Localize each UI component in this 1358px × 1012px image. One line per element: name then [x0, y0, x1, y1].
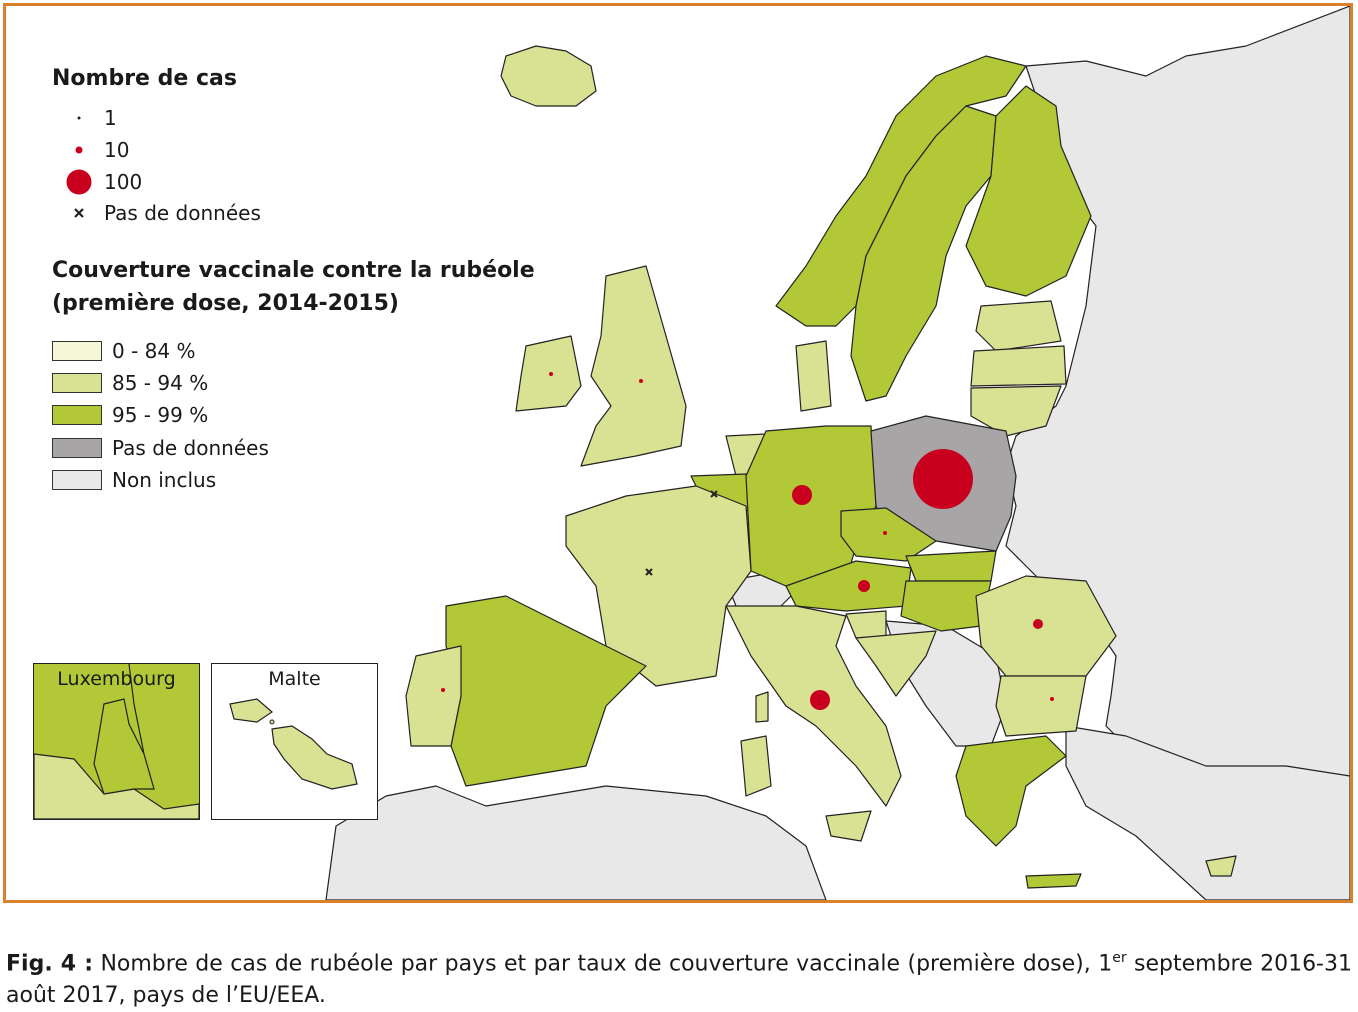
case-markers	[441, 372, 1054, 710]
country-iceland	[500, 45, 597, 107]
country-cyprus	[1205, 855, 1237, 877]
coverage-legend-title-line2: (première dose, 2014-2015)	[52, 291, 399, 316]
country-greece	[955, 735, 1067, 847]
country-estonia	[975, 300, 1062, 352]
inset-luxembourg-title: Luxembourg	[57, 668, 176, 690]
country-corsica	[755, 691, 769, 723]
country-norway	[775, 55, 1027, 327]
case-dot-uk	[639, 379, 643, 383]
coverage-legend-label: Pas de données	[112, 436, 269, 460]
coverage-legend-label: 85 - 94 %	[112, 371, 209, 395]
swatch-no-data	[52, 438, 102, 458]
country-sicily	[825, 810, 872, 842]
luxembourg-inset-map	[34, 664, 199, 819]
inset-malta: Malte	[211, 663, 378, 820]
dot-small-icon	[77, 116, 81, 120]
cases-legend-label: 100	[104, 170, 143, 194]
country-ireland	[515, 335, 582, 412]
country-lithuania	[970, 385, 1062, 437]
malta-inset-map	[229, 698, 358, 790]
region-north-africa	[325, 785, 827, 900]
case-dot-poland	[913, 449, 973, 509]
cases-legend-label: 1	[104, 106, 117, 130]
country-latvia	[970, 345, 1067, 387]
case-dot-czechia	[883, 531, 887, 535]
country-hungary	[900, 580, 992, 632]
coverage-legend-label: 95 - 99 %	[112, 403, 209, 427]
case-dot-germany	[792, 485, 812, 505]
case-dot-bulgaria	[1050, 697, 1054, 701]
coverage-legend-item: 95 - 99 %	[52, 403, 208, 427]
coverage-legend-item: 85 - 94 %	[52, 371, 208, 395]
country-czechia	[840, 507, 937, 562]
region-turkey	[1065, 725, 1350, 900]
coverage-legend-item: Non inclus	[52, 468, 216, 492]
caption-label: Fig. 4 :	[6, 951, 93, 977]
europe-map	[325, 6, 1350, 900]
coverage-legend-label: Non inclus	[112, 468, 217, 492]
case-dot-ireland	[549, 372, 553, 376]
country-finland	[965, 85, 1092, 297]
coverage-legend-label: 0 - 84 %	[112, 339, 196, 363]
country-france	[565, 485, 752, 687]
country-slovenia	[845, 610, 887, 639]
country-sardinia	[740, 735, 772, 797]
swatch-85-94	[52, 373, 102, 393]
country-slovakia	[905, 550, 997, 582]
coverage-legend-title-line1: Couverture vaccinale contre la rubéole	[52, 258, 535, 283]
caption-superscript: er	[1112, 950, 1127, 966]
case-dot-austria	[858, 580, 870, 592]
country-bulgaria	[995, 675, 1087, 737]
cross-icon	[74, 208, 84, 218]
case-dot-portugal	[441, 688, 445, 692]
no-data-cross-france	[645, 568, 653, 576]
inset-malta-title: Malte	[268, 668, 321, 690]
cases-legend-item: Pas de données	[54, 201, 261, 225]
country-romania	[975, 575, 1117, 677]
cases-legend-label: 10	[104, 138, 130, 162]
no-data-cross-belgium	[710, 490, 718, 498]
dot-large-icon	[66, 169, 92, 195]
inset-luxembourg: Luxembourg	[33, 663, 200, 820]
country-denmark	[795, 340, 832, 412]
cases-legend-item: 100	[54, 168, 142, 196]
dot-medium-icon	[75, 146, 83, 154]
caption-text-part1: Nombre de cas de rubéole par pays et par…	[100, 951, 1113, 977]
cases-legend-item: 10	[54, 138, 129, 162]
swatch-0-84	[52, 341, 102, 361]
map-frame: Nombre de cas 1 10 100 Pas de données Co…	[3, 3, 1353, 903]
swatch-95-99	[52, 405, 102, 425]
country-uk	[580, 265, 687, 467]
swatch-not-included	[52, 470, 102, 490]
figure-caption: Fig. 4 : Nombre de cas de rubéole par pa…	[6, 942, 1352, 1012]
country-portugal	[405, 645, 462, 747]
case-dot-italy	[810, 690, 830, 710]
case-dot-romania	[1033, 619, 1043, 629]
cases-legend-item: 1	[54, 106, 117, 130]
country-croatia	[855, 630, 937, 697]
country-crete	[1025, 873, 1082, 889]
coverage-legend-item: 0 - 84 %	[52, 339, 195, 363]
caption-text-part2: septembre 2016-31 août 2017, pays de l’E…	[6, 951, 1352, 1009]
coverage-legend-item: Pas de données	[52, 436, 269, 460]
country-sweden	[850, 105, 997, 402]
no-data-markers	[645, 490, 718, 576]
cases-legend-label: Pas de données	[104, 201, 261, 225]
cases-legend-title: Nombre de cas	[52, 66, 237, 91]
